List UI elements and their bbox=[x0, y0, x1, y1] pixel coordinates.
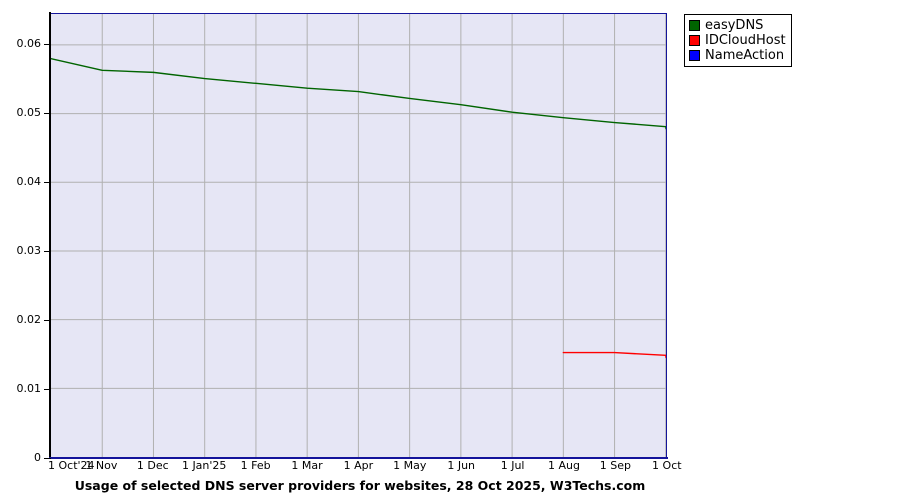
series-line-easydns bbox=[51, 57, 666, 130]
y-tick-label: 0.01 bbox=[16, 382, 42, 395]
legend: easyDNS IDCloudHost NameAction bbox=[684, 14, 792, 67]
x-tick-label: 1 Mar bbox=[291, 459, 323, 472]
y-tick-mark bbox=[44, 320, 51, 321]
chart-caption: Usage of selected DNS server providers f… bbox=[74, 478, 646, 493]
x-tick-label: 1 Jul bbox=[500, 459, 525, 472]
y-tick-mark bbox=[44, 113, 51, 114]
y-tick-mark bbox=[44, 458, 51, 459]
x-tick-label: 1 Nov bbox=[85, 459, 118, 472]
y-tick-mark bbox=[44, 182, 51, 183]
x-tick-label: 1 Sep bbox=[599, 459, 632, 472]
y-axis-spine bbox=[49, 12, 51, 459]
y-tick-label: 0 bbox=[34, 451, 41, 464]
legend-swatch-icon bbox=[689, 20, 700, 31]
legend-item: IDCloudHost bbox=[689, 33, 786, 48]
y-tick-mark bbox=[44, 44, 51, 45]
x-axis-spine bbox=[49, 457, 668, 459]
x-tick-label: 1 May bbox=[393, 459, 427, 472]
x-tick-label: 1 Jun bbox=[447, 459, 476, 472]
legend-label: easyDNS bbox=[705, 17, 764, 33]
x-tick-label: 1 Dec bbox=[136, 459, 169, 472]
legend-label: IDCloudHost bbox=[705, 32, 786, 48]
x-tick-label: 1 Apr bbox=[343, 459, 374, 472]
y-tick-label: 0.06 bbox=[16, 37, 42, 51]
x-tick-label: 1 Oct'24 bbox=[48, 459, 95, 472]
y-tick-label: 0.02 bbox=[16, 313, 42, 326]
y-tick-label: 0.05 bbox=[16, 106, 42, 120]
gridlines bbox=[51, 14, 666, 457]
plot-area bbox=[50, 13, 667, 458]
y-tick-label: 0.03 bbox=[16, 244, 42, 258]
plot-svg bbox=[51, 14, 666, 457]
legend-swatch-icon bbox=[689, 35, 700, 46]
y-tick-mark bbox=[44, 251, 51, 252]
series-lines bbox=[51, 57, 666, 359]
legend-label: NameAction bbox=[705, 47, 785, 63]
x-tick-label: 1 Aug bbox=[548, 459, 580, 472]
x-tick-label: 1 Jan'25 bbox=[181, 459, 227, 472]
x-tick-label: 1 Oct bbox=[652, 459, 682, 472]
legend-swatch-icon bbox=[689, 50, 700, 61]
y-tick-label: 0.04 bbox=[16, 175, 42, 189]
y-tick-mark bbox=[44, 389, 51, 390]
series-line-idcloudhost bbox=[562, 351, 666, 359]
legend-item: easyDNS bbox=[689, 18, 786, 33]
x-tick-label: 1 Feb bbox=[240, 459, 271, 472]
legend-item: NameAction bbox=[689, 48, 786, 63]
